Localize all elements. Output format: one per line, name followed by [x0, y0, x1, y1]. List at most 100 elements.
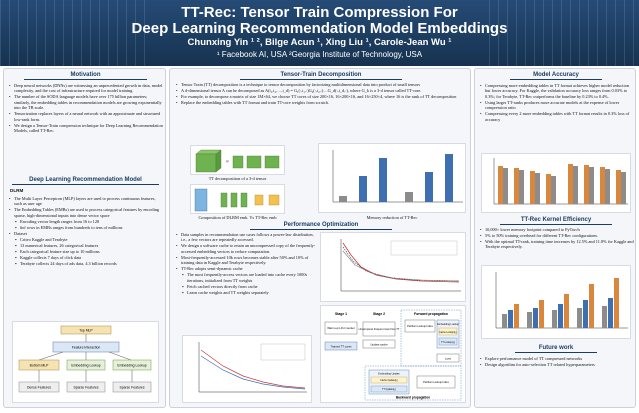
perf-bullet: Data samples in recommendation use cases…: [176, 232, 316, 243]
composition-caption: Composition of DLRM emb. Vs TT-Rec emb: [198, 215, 277, 220]
accuracy-text: Compressing more embedding tables in TT …: [480, 83, 634, 123]
accuracy-bar: [530, 171, 535, 204]
tt-update-box: [370, 385, 408, 393]
accuracy-bullet: Compressing more embedding tables in TT …: [480, 83, 634, 99]
series-line: [342, 250, 460, 282]
motivation-bullet: Tensorization replaces layers of a neura…: [9, 111, 164, 122]
accuracy-bar: [605, 169, 610, 204]
tt-rec-core: [220, 192, 228, 208]
dlrm-bullet: The Multi Layer Perceptron (MLP) layers …: [9, 196, 164, 207]
tt-rec-core: [240, 192, 248, 208]
accuracy-bar: [498, 166, 503, 204]
topk-text: Uncompress frequent rows from TT: [359, 327, 400, 331]
column-middle: Tensor-Train Decomposition Tensor Train …: [169, 68, 471, 408]
chart-legend: [260, 343, 306, 361]
tensor-cube-side: [215, 149, 222, 173]
poster-header: TT-Rec: Tensor Train Compression For Dee…: [0, 0, 639, 66]
trained-tt-box: [324, 341, 358, 351]
cache-hit-chart: [198, 342, 307, 393]
efficiency-bar: [558, 304, 563, 328]
cache-hit-figure: [182, 335, 312, 403]
tt-core-3: [264, 155, 280, 169]
topk-box: [362, 321, 396, 337]
tt-decomposition-svg: ≈: [195, 149, 280, 173]
tt-decomposition-text: Tensor Train (TT) decomposition is a tec…: [176, 82, 468, 106]
warmup-box: [324, 321, 358, 335]
poster-affiliations: ¹ Facebook AI, USA ²Georgia Institute of…: [216, 50, 423, 59]
dataset-bullet: Kaggle collects 7 days of click data: [9, 255, 164, 261]
efficiency-text: 10,000× lower memory footprint compared …: [480, 227, 634, 250]
accuracy-bar: [535, 173, 540, 204]
composition-svg: [194, 188, 280, 212]
memory-bar: [379, 158, 387, 202]
future-work-heading: Future work: [515, 345, 597, 353]
accuracy-bullet: Compressing every 2 more embedding table…: [480, 111, 634, 122]
tt-lookup-text: TT Lookup(I₂): [441, 342, 455, 344]
efficiency-bar: [577, 308, 582, 328]
embedding-lookup-label: Embedding Lookup: [117, 364, 146, 368]
future-bullet: Explore performance model of TT compress…: [480, 356, 634, 362]
efficiency-bar: [533, 308, 538, 328]
access-frequency-chart: [340, 239, 461, 292]
sparse-features-label: Sparse Features: [119, 386, 144, 390]
memory-bar: [339, 196, 347, 202]
tt-bullet: A d-dimensional tensor A can be decompos…: [176, 88, 468, 94]
tensor-cube-front: [195, 153, 217, 173]
efficiency-bar: [502, 314, 507, 328]
sparse-features-box: [66, 381, 106, 393]
dense-features-box: [18, 381, 60, 393]
loss-text: Loss: [445, 357, 452, 361]
dataset-bullet: 13 numerical features, 26 categorical fe…: [9, 243, 164, 249]
efficiency-bar: [552, 310, 557, 328]
dlrm-subheading: DLRM: [10, 188, 24, 193]
dlrm-heading: Deep Learning Recommendation Model: [12, 177, 159, 185]
embedding-lookup-label: Embedding Lookup: [71, 364, 100, 368]
dlrm-bullet: The Embedding Tables (EMBs) are used to …: [9, 207, 164, 218]
tt-lookup-box: [438, 337, 458, 346]
accuracy-bar: [616, 170, 621, 204]
bottom-mlp-label: Bottom MLP: [30, 364, 49, 368]
performance-text: Data samples in recommendation use cases…: [176, 232, 316, 296]
emb-lookup-text: Embedding Lookup: [437, 323, 459, 326]
accuracy-bar: [621, 172, 626, 204]
memory-bar: [445, 154, 453, 202]
future-work-text: Explore performance model of TT compress…: [480, 356, 634, 368]
cache-flow-diagram: Forward propagation Stage 1 Stage 2 Warm…: [320, 305, 466, 403]
memory-bar: [359, 176, 367, 202]
tt-bullet: For example, to decompose a matrix of si…: [176, 94, 468, 100]
perf-bullet: TT-Rec adopts semi-dynamic cache: [176, 266, 316, 272]
accuracy-bar: [600, 167, 605, 204]
efficiency-bar: [583, 300, 588, 328]
accuracy-bar: [519, 170, 524, 204]
motivation-bullet: The number of the SODA language models h…: [9, 94, 164, 110]
partition-box: [404, 319, 436, 333]
accuracy-bar: [568, 164, 573, 204]
perf-sub-bullet: The most frequently-access vectors are l…: [176, 272, 316, 283]
stage2-label: Stage 2: [373, 312, 385, 316]
memory-bar: [425, 172, 433, 202]
efficiency-bullet: 10,000× lower memory footprint compared …: [480, 227, 634, 233]
accuracy-bar: [584, 165, 589, 204]
motivation-text: Deep neural networks (DNNs) are witnessi…: [9, 83, 164, 134]
efficiency-bar: [508, 310, 513, 328]
dataset-bullet: Each categorical feature size up to 10 m…: [9, 249, 164, 255]
dlrm-emb-table: [194, 188, 208, 212]
update-box: [362, 339, 396, 349]
efficiency-bar: [614, 278, 619, 328]
perf-bullet: We design a software cache to retain an …: [176, 243, 316, 254]
approx-symbol: ≈: [226, 160, 229, 165]
series-line: [200, 355, 306, 390]
chart-legend: [390, 240, 458, 256]
tt-bullet: Replace the embedding tables with TT for…: [176, 100, 468, 106]
tt-decomposition-caption: TT decomposition of a 3-d tensor: [208, 176, 267, 181]
memory-reduction-caption: Memory reduction of TT-Rec: [366, 215, 418, 220]
access-frequency-figure: [320, 232, 466, 302]
update-text: Update cache: [370, 343, 388, 347]
cache-lookup-box: [438, 327, 458, 336]
sparse-features-box: [112, 381, 152, 393]
cache-update-box: [370, 376, 408, 384]
model-accuracy-heading: Model Accuracy: [510, 72, 602, 80]
tt-core-2: [246, 155, 262, 169]
tt-core-1: [232, 155, 244, 169]
efficiency-figure: [481, 265, 631, 339]
